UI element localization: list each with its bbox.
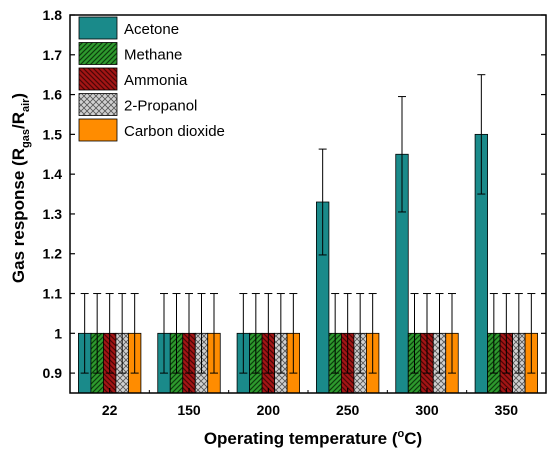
error-bar-acetone-250 — [318, 148, 327, 256]
error-bar-acetone-22 — [80, 293, 89, 374]
error-bar-methane-300 — [410, 293, 419, 374]
legend-label: Carbon dioxide — [124, 123, 225, 140]
legend-swatch — [78, 93, 118, 116]
legend-swatch — [78, 118, 118, 142]
y-tick-label: 1.1 — [43, 286, 63, 302]
legend-label: Acetone — [124, 21, 179, 38]
x-tick-label: 300 — [415, 402, 439, 418]
y-tick-label: 1.8 — [43, 7, 63, 23]
y-tick-label: 1.2 — [43, 246, 63, 262]
error-bar-methane-22 — [93, 293, 102, 374]
error-bar-carbon-dioxide-350 — [527, 293, 536, 374]
y-tick-label: 0.9 — [43, 365, 63, 381]
legend-swatch — [78, 67, 118, 91]
error-bar-carbon-dioxide-22 — [130, 293, 139, 374]
error-bar-acetone-350 — [477, 74, 486, 195]
error-bar-ammonia-22 — [105, 293, 114, 374]
error-bars-layer — [80, 74, 536, 374]
error-bar-methane-250 — [331, 293, 340, 374]
y-tick-label: 1.6 — [43, 87, 63, 103]
legend: Acetone Methane Ammonia 2-Propanol Carbon di… — [78, 16, 225, 142]
error-bar-2-propanol-300 — [435, 293, 444, 374]
x-axis-ticks: 22 150 200 250 300 350 — [102, 388, 518, 418]
x-tick-label: 150 — [177, 402, 201, 418]
error-bar-carbon-dioxide-200 — [289, 293, 298, 374]
legend-label: Methane — [124, 47, 182, 64]
x-axis-title-main: Operating temperature ( — [204, 429, 398, 448]
x-tick-label: 350 — [495, 402, 519, 418]
error-bar-methane-200 — [251, 293, 260, 374]
error-bar-methane-150 — [172, 293, 181, 374]
y-tick-label: 1.3 — [43, 206, 63, 222]
legend-item-carbon-dioxide: Carbon dioxide — [78, 118, 225, 142]
error-bar-acetone-300 — [398, 96, 406, 213]
legend-label: Ammonia — [124, 72, 188, 89]
y-tick-label: 1 — [54, 325, 62, 341]
x-axis-title-superscript: o — [397, 428, 404, 440]
y-tick-label: 1.5 — [43, 126, 63, 142]
legend-swatch — [78, 16, 118, 40]
x-axis-title-end: C) — [404, 429, 422, 448]
error-bar-2-propanol-150 — [197, 293, 206, 374]
error-bar-carbon-dioxide-250 — [368, 293, 377, 374]
legend-item-ammonia: Ammonia — [78, 67, 188, 91]
y-tick-label: 1.4 — [43, 166, 63, 182]
y-tick-label: 1.7 — [43, 47, 63, 63]
error-bar-ammonia-250 — [343, 293, 352, 374]
error-bar-2-propanol-200 — [276, 293, 285, 374]
x-tick-label: 22 — [102, 402, 118, 418]
legend-item-acetone: Acetone — [78, 16, 179, 40]
error-bar-carbon-dioxide-150 — [210, 293, 218, 374]
y-axis-title: Gas response (Rgas/Rair) — [9, 93, 32, 283]
error-bar-ammonia-350 — [502, 293, 511, 374]
error-bar-2-propanol-22 — [118, 293, 127, 374]
bars-layer — [78, 133, 538, 394]
error-bar-methane-350 — [489, 293, 498, 374]
legend-item-2-propanol: 2-Propanol — [78, 93, 197, 116]
error-bar-2-propanol-250 — [356, 293, 365, 374]
y-axis-title-sub-gas: gas — [20, 129, 32, 148]
x-tick-label: 200 — [257, 402, 281, 418]
error-bar-2-propanol-350 — [514, 293, 523, 374]
y-axis-ticks: 0.9 1 1.1 1.2 1.3 1.4 1.5 1.6 1.7 1.8 — [43, 7, 546, 381]
error-bar-ammonia-150 — [185, 293, 193, 374]
x-axis-title: Operating temperature (oC) — [204, 428, 422, 448]
error-bar-acetone-200 — [239, 293, 248, 374]
legend-label: 2-Propanol — [124, 98, 197, 115]
y-axis-title-end: ) — [9, 93, 28, 99]
error-bar-ammonia-300 — [423, 293, 431, 374]
error-bar-carbon-dioxide-300 — [448, 293, 456, 374]
legend-swatch — [78, 42, 118, 65]
y-axis-title-mid: /R — [9, 112, 28, 129]
y-axis-title-main: Gas response (R — [9, 148, 28, 283]
error-bar-ammonia-200 — [264, 293, 273, 374]
x-tick-label: 250 — [336, 402, 360, 418]
legend-item-methane: Methane — [78, 42, 182, 65]
error-bar-acetone-150 — [160, 293, 168, 374]
y-axis-title-sub-air: air — [20, 98, 32, 112]
